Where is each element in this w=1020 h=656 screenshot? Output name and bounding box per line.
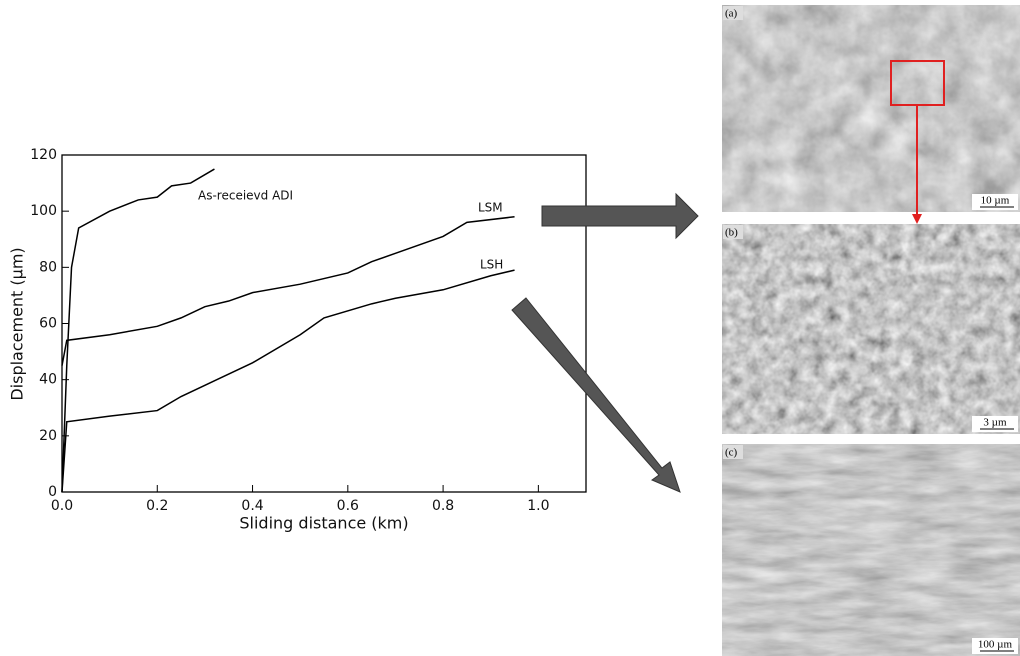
data-line: [62, 169, 214, 492]
data-line: [62, 270, 515, 492]
panel-label: (a): [725, 8, 738, 20]
y-tick-label: 80: [39, 259, 57, 275]
red-arrowhead: [912, 214, 922, 224]
scale-label: 100 µm: [978, 639, 1013, 651]
series-label: LSH: [480, 258, 503, 272]
y-tick-label: 0: [48, 484, 57, 500]
x-tick-label: 0.2: [146, 498, 168, 514]
x-axis-label: Sliding distance (km): [239, 514, 408, 533]
arrow-diagonal: [512, 298, 680, 492]
y-tick-label: 20: [39, 428, 57, 444]
x-tick-label: 0.0: [51, 498, 73, 514]
plot-frame: [62, 155, 586, 492]
sem-image-a: [722, 5, 1020, 212]
y-tick-label: 40: [39, 372, 57, 388]
y-axis-label: Displacement (µm): [8, 247, 27, 400]
sem-image-b: [722, 224, 1020, 434]
data-line: [62, 217, 515, 366]
x-tick-label: 0.8: [432, 498, 454, 514]
scale-label: 3 µm: [983, 417, 1007, 429]
y-tick-label: 100: [30, 203, 57, 219]
y-tick-label: 60: [39, 316, 57, 332]
x-tick-label: 0.6: [337, 498, 359, 514]
panel-label: (b): [725, 227, 738, 239]
y-tick-label: 120: [30, 147, 57, 163]
sem-image-c: [722, 444, 1020, 656]
arrow-right: [542, 194, 698, 238]
scale-label: 10 µm: [981, 195, 1010, 207]
x-tick-label: 0.4: [241, 498, 263, 514]
panel-label: (c): [725, 447, 738, 459]
series-label: LSM: [478, 201, 503, 215]
series-label: As-receievd ADI: [198, 189, 293, 203]
figure: Sliding distance (km) Displacement (µm) …: [0, 0, 1020, 656]
x-tick-label: 1.0: [527, 498, 549, 514]
